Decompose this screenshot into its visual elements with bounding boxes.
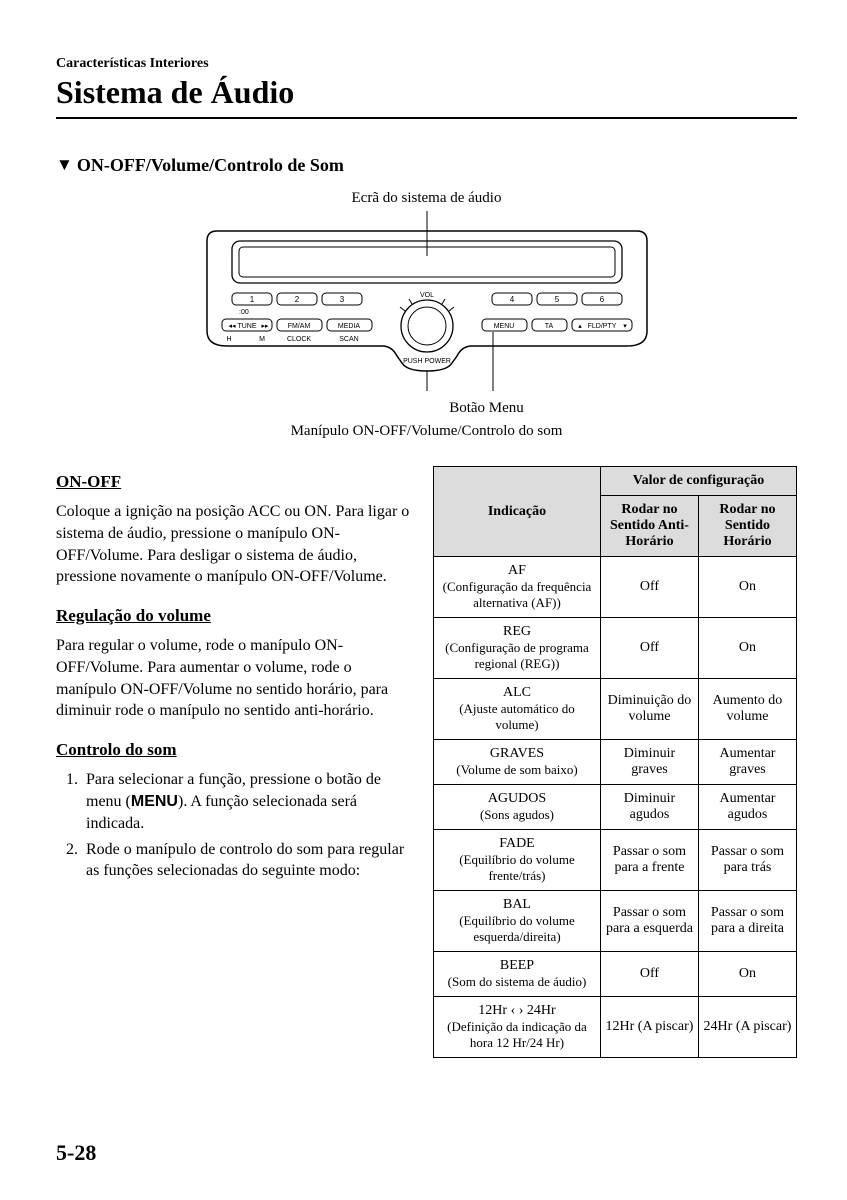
callout-knob: Manípulo ON-OFF/Volume/Controlo do som: [291, 420, 563, 443]
svg-text:2: 2: [294, 295, 299, 304]
para-volume: Para regular o volume, rode o manípulo O…: [56, 635, 411, 722]
cell-cw: 24Hr (A piscar): [698, 997, 796, 1058]
cell-cw: Passar o som para trás: [698, 830, 796, 891]
svg-text:6: 6: [599, 295, 604, 304]
svg-text::00: :00: [239, 309, 249, 316]
svg-text:4: 4: [509, 295, 514, 304]
table-row: REG(Configuração de programa regional (R…: [434, 618, 797, 679]
svg-text:SCAN: SCAN: [339, 336, 358, 343]
table-row: AF(Configuração da frequência alternativ…: [434, 557, 797, 618]
svg-text:H: H: [226, 336, 231, 343]
svg-text:5: 5: [554, 295, 559, 304]
table-row: BEEP(Som do sistema de áudio)OffOn: [434, 952, 797, 997]
callout-menu: Botão Menu: [411, 397, 563, 420]
cell-indication: AF(Configuração da frequência alternativ…: [434, 557, 601, 618]
cell-cw: Aumentar agudos: [698, 785, 796, 830]
cell-indication: ALC(Ajuste automático do volume): [434, 679, 601, 740]
svg-text:▾: ▾: [623, 323, 627, 330]
cell-indication: BAL(Equilíbrio do volume esquerda/direit…: [434, 891, 601, 952]
col-indication: Indicação: [434, 467, 601, 557]
svg-text:PUSH POWER: PUSH POWER: [403, 358, 451, 365]
svg-text:3: 3: [339, 295, 344, 304]
svg-text:VOL: VOL: [419, 292, 433, 299]
table-row: AGUDOS(Sons agudos)Diminuir agudosAument…: [434, 785, 797, 830]
cell-ccw: 12Hr (A piscar): [600, 997, 698, 1058]
cell-indication: AGUDOS(Sons agudos): [434, 785, 601, 830]
svg-text:◂◂: ◂◂: [228, 323, 236, 330]
cell-cw: On: [698, 557, 796, 618]
cell-ccw: Off: [600, 618, 698, 679]
cell-ccw: Passar o som para a esquerda: [600, 891, 698, 952]
table-row: FADE(Equilíbrio do volume frente/trás)Pa…: [434, 830, 797, 891]
menu-label: MENU: [131, 793, 178, 810]
svg-text:M: M: [259, 336, 265, 343]
body-text-column: ON-OFF Coloque a ignição na posição ACC …: [56, 466, 411, 1058]
svg-text:1: 1: [249, 295, 254, 304]
step-2: Rode o manípulo de controlo do som para …: [82, 839, 411, 883]
radio-diagram: Ecrã do sistema de áudio 1 2 3 4 5 6 :00…: [56, 190, 797, 442]
para-onoff: Coloque a ignição na posição ACC ou ON. …: [56, 501, 411, 588]
cell-indication: BEEP(Som do sistema de áudio): [434, 952, 601, 997]
heading-volume: Regulação do volume: [56, 604, 411, 627]
svg-text:CLOCK: CLOCK: [286, 336, 310, 343]
triangle-icon: ▼: [56, 155, 73, 175]
svg-text:MEDIA: MEDIA: [337, 323, 360, 330]
cell-cw: Passar o som para a direita: [698, 891, 796, 952]
page-number: 5-28: [56, 1140, 96, 1166]
svg-text:MENU: MENU: [493, 323, 514, 330]
table-row: GRAVES(Volume de som baixo)Diminuir grav…: [434, 740, 797, 785]
svg-text:TUNE: TUNE: [237, 323, 256, 330]
cell-ccw: Diminuir agudos: [600, 785, 698, 830]
table-row: 12Hr ‹ › 24Hr(Definição da indicação da …: [434, 997, 797, 1058]
col-ccw: Rodar no Sentido Anti-Horário: [600, 496, 698, 557]
svg-text:▴: ▴: [578, 323, 582, 330]
section-label: Características Interiores: [56, 56, 797, 72]
svg-text:TA: TA: [544, 323, 553, 330]
heading-onoff: ON-OFF: [56, 470, 411, 493]
cell-ccw: Passar o som para a frente: [600, 830, 698, 891]
callout-screen: Ecrã do sistema de áudio: [352, 190, 502, 207]
chapter-title: Sistema de Áudio: [56, 74, 797, 111]
cell-ccw: Off: [600, 557, 698, 618]
col-config-value: Valor de configuração: [600, 467, 796, 496]
cell-ccw: Off: [600, 952, 698, 997]
header-rule: [56, 117, 797, 119]
cell-cw: On: [698, 952, 796, 997]
settings-table: Indicação Valor de configuração Rodar no…: [433, 466, 797, 1058]
cell-indication: FADE(Equilíbrio do volume frente/trás): [434, 830, 601, 891]
cell-ccw: Diminuir graves: [600, 740, 698, 785]
cell-cw: On: [698, 618, 796, 679]
step-1: Para selecionar a função, pressione o bo…: [82, 769, 411, 834]
subsection-heading-text: ON-OFF/Volume/Controlo de Som: [77, 155, 344, 175]
cell-ccw: Diminuição do volume: [600, 679, 698, 740]
cell-cw: Aumentar graves: [698, 740, 796, 785]
cell-indication: 12Hr ‹ › 24Hr(Definição da indicação da …: [434, 997, 601, 1058]
cell-indication: GRAVES(Volume de som baixo): [434, 740, 601, 785]
radio-unit-illustration: 1 2 3 4 5 6 :00 ◂◂TUNE ▸▸ FM/AM MEDIA H M…: [187, 211, 667, 391]
settings-table-column: Indicação Valor de configuração Rodar no…: [433, 466, 797, 1058]
col-cw: Rodar no Sentido Horário: [698, 496, 796, 557]
cell-cw: Aumento do volume: [698, 679, 796, 740]
svg-text:▸▸: ▸▸: [261, 323, 269, 330]
heading-sound-control: Controlo do som: [56, 738, 411, 761]
cell-indication: REG(Configuração de programa regional (R…: [434, 618, 601, 679]
svg-text:FLD/PTY: FLD/PTY: [587, 323, 616, 330]
steps-list: Para selecionar a função, pressione o bo…: [56, 769, 411, 882]
table-row: BAL(Equilíbrio do volume esquerda/direit…: [434, 891, 797, 952]
svg-text:FM/AM: FM/AM: [287, 323, 310, 330]
subsection-heading: ▼ON-OFF/Volume/Controlo de Som: [56, 155, 797, 176]
table-row: ALC(Ajuste automático do volume)Diminuiç…: [434, 679, 797, 740]
